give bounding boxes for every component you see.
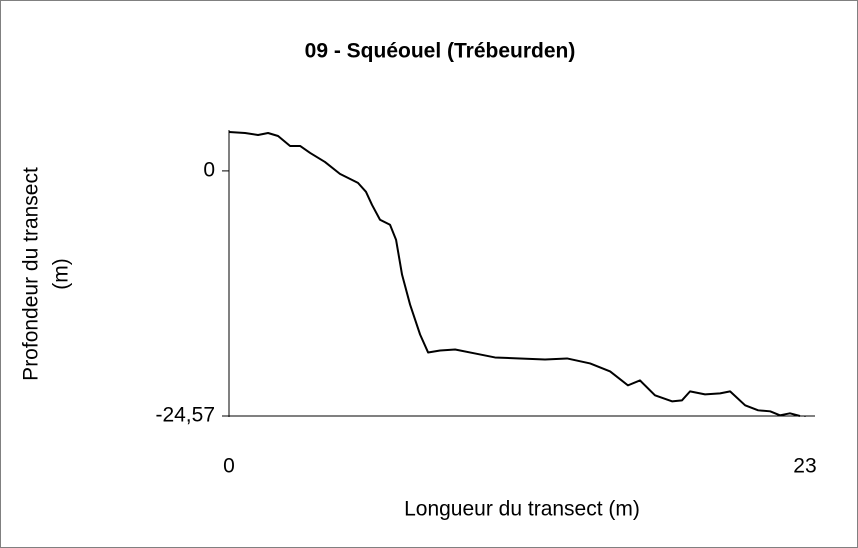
x-tick-label: 23 [793, 455, 816, 478]
x-tick-label: 0 [223, 455, 235, 478]
chart-title: 09 - Squéouel (Trébeurden) [305, 40, 576, 63]
data-line [228, 131, 801, 417]
y-axis-label: Profondeur du transect [20, 167, 43, 381]
x-axis-label: Longueur du transect (m) [404, 498, 640, 521]
y-tick-label: -24,57 [155, 404, 215, 427]
y-axis-label: (m) [50, 258, 73, 289]
y-tick-label: 0 [203, 158, 215, 181]
